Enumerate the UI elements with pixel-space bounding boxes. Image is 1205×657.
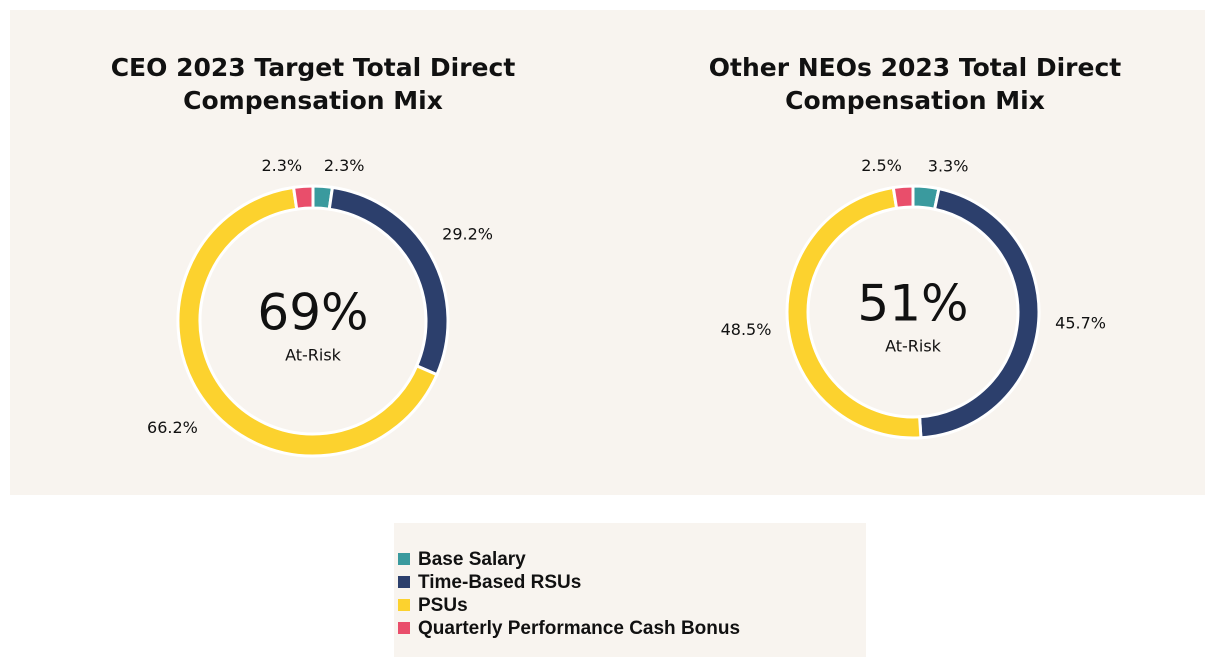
donut-segment xyxy=(291,184,315,211)
chart-title: CEO 2023 Target Total Direct Compensatio… xyxy=(110,53,516,115)
legend-label: Time-Based RSUs xyxy=(418,572,582,593)
legend: Base Salary Time-Based RSUs PSUs Quarterly … xyxy=(394,523,866,657)
legend-item: Quarterly Performance Cash Bonus xyxy=(398,617,740,640)
legend-swatch xyxy=(398,576,410,588)
legend-label: Quarterly Performance Cash Bonus xyxy=(418,618,741,639)
legend-label: PSUs xyxy=(418,595,468,616)
center-label: 51% xyxy=(857,275,968,333)
legend-label: Base Salary xyxy=(418,549,526,570)
data-label: 66.2% xyxy=(147,418,198,437)
center-sublabel: At-Risk xyxy=(285,346,342,365)
legend-swatch xyxy=(398,599,410,611)
legend-swatch xyxy=(398,553,410,565)
legend-item: PSUs xyxy=(398,594,468,617)
data-label: 2.3% xyxy=(324,156,365,175)
data-label: 3.3% xyxy=(928,156,969,175)
chart-title: Other NEOs 2023 Total Direct Compensatio… xyxy=(708,53,1122,115)
donut-segment xyxy=(327,185,450,377)
data-label: 48.5% xyxy=(721,320,772,339)
data-label: 2.3% xyxy=(261,156,302,175)
donut-segment xyxy=(891,184,915,211)
center-label: 69% xyxy=(257,284,368,342)
center-sublabel: At-Risk xyxy=(885,337,942,356)
legend-item: Time-Based RSUs xyxy=(398,571,581,594)
legend-item: Base Salary xyxy=(398,548,526,571)
charts: 2.3% 29.2% 66.2% 2.3% 69% At-Risk 3.3% 45.7% 48.… xyxy=(147,156,1106,458)
legend-swatch xyxy=(398,622,410,634)
data-label: 2.5% xyxy=(861,156,902,175)
data-label: 29.2% xyxy=(442,224,493,243)
data-label: 45.7% xyxy=(1055,314,1106,333)
